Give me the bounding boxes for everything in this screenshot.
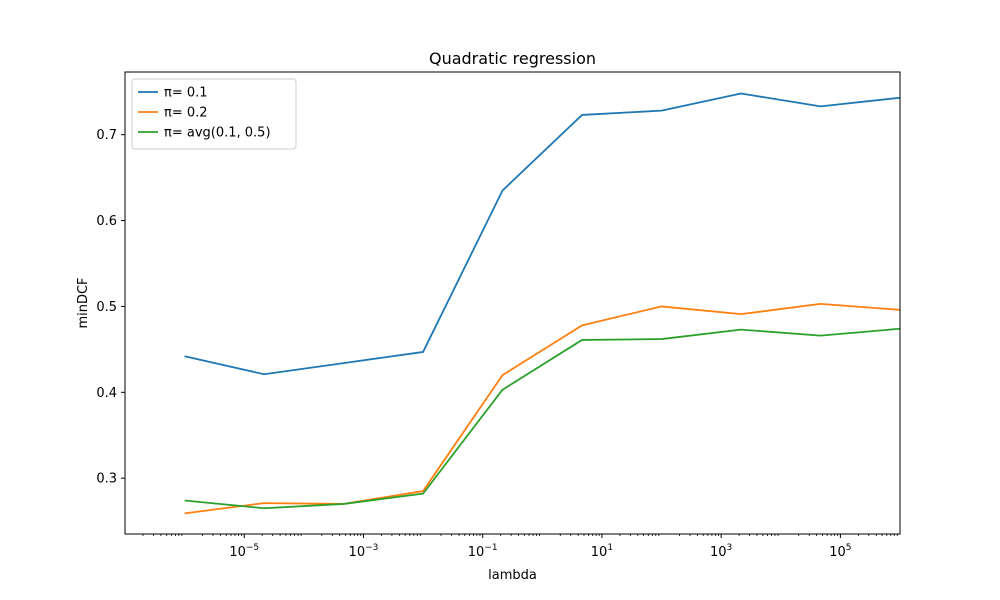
series-line-1 [184,92,901,376]
x-tick-label: 101 [591,543,613,560]
legend-label: π= avg(0.1, 0.5) [164,126,271,141]
x-tick-label: 10−5 [229,543,259,560]
y-axis-label: minDCF [76,277,91,328]
x-tick-label: 105 [829,543,851,560]
series-line-2 [184,302,901,515]
chart-title: Quadratic regression [429,49,596,68]
x-tick-label: 103 [710,543,732,560]
y-tick-label: 0.3 [96,472,117,487]
legend: π= 0.1 π= 0.2 π= avg(0.1, 0.5) [131,78,297,150]
legend-box [131,78,297,150]
x-axis-label: lambda [488,568,537,583]
x-tick-label: 10−3 [349,543,379,560]
y-tick-label: 0.6 [96,214,117,229]
legend-label: π= 0.2 [164,106,208,121]
plot-area: 10−5 10−3 10−1 101 103 105 0.3 0.4 0.5 0.6 0.7 [96,92,901,560]
y-tick-label: 0.7 [96,128,117,143]
axes-frame [124,71,901,535]
series-line-3 [184,327,901,510]
legend-label: π= 0.1 [164,86,208,101]
x-tick-label: 10−1 [468,543,498,560]
y-tick-label: 0.4 [96,386,117,401]
y-tick-label: 0.5 [96,300,117,315]
